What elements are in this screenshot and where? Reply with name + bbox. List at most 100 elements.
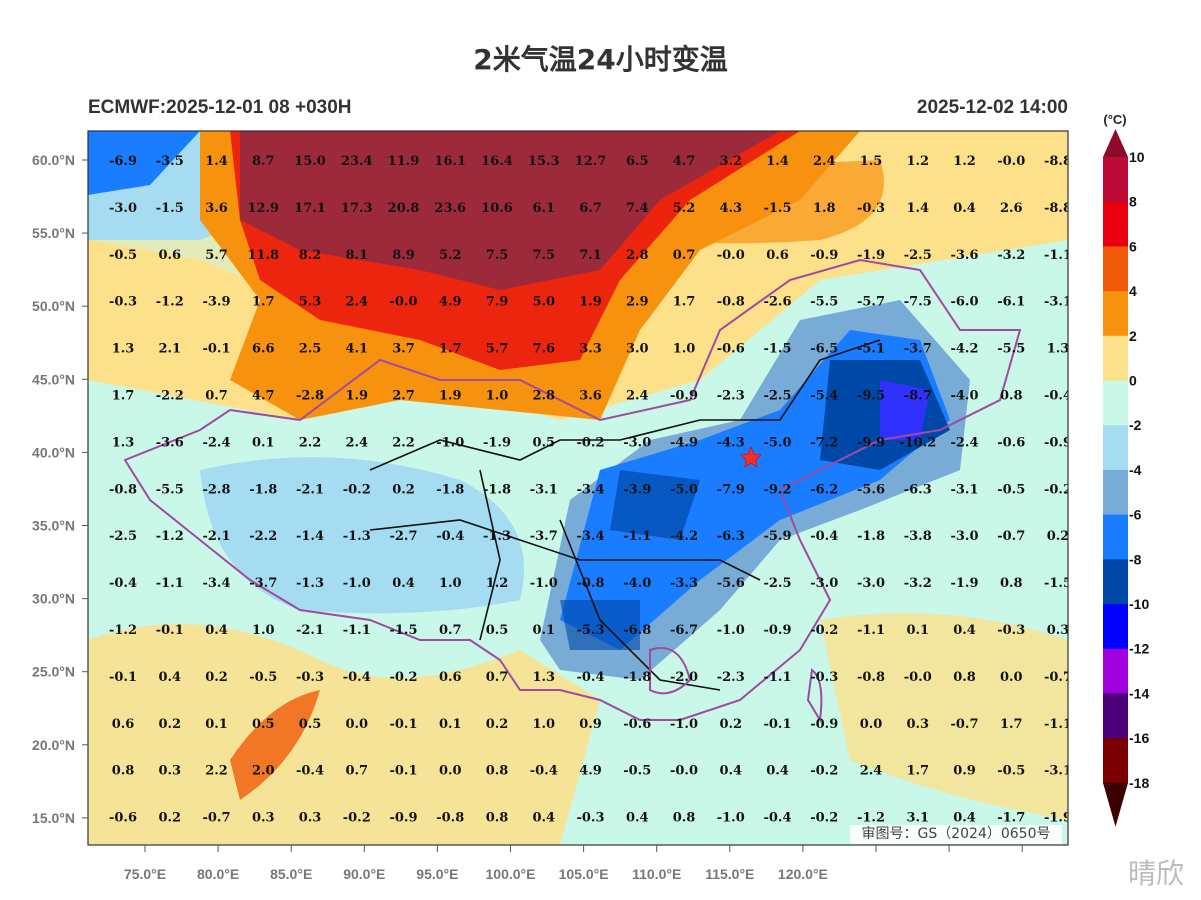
grid-value: -5.9 bbox=[763, 529, 791, 544]
grid-value: 1.7 bbox=[906, 764, 929, 779]
lon-tick-label: 75.0°E bbox=[124, 866, 166, 882]
grid-value: -9.9 bbox=[857, 435, 885, 450]
grid-value: -0.2 bbox=[810, 623, 838, 638]
grid-value: -0.9 bbox=[1044, 435, 1072, 450]
grid-value: -0.2 bbox=[576, 435, 604, 450]
grid-value: -1.8 bbox=[436, 482, 464, 497]
grid-value: 3.6 bbox=[205, 201, 228, 216]
grid-value: -1.9 bbox=[950, 576, 978, 591]
grid-value: -2.3 bbox=[717, 389, 745, 404]
grid-value: -1.8 bbox=[623, 670, 651, 685]
grid-value: 1.0 bbox=[486, 389, 509, 404]
grid-value: -1.8 bbox=[857, 529, 885, 544]
grid-value: -0.2 bbox=[389, 670, 417, 685]
grid-value: 17.1 bbox=[294, 201, 326, 216]
grid-value: 15.3 bbox=[528, 154, 560, 169]
grid-value: -0.0 bbox=[670, 764, 698, 779]
grid-value: -1.1 bbox=[156, 576, 184, 591]
colorbar: (°C) 10 8 6 4 2 0 -2 -4 -6 -8 -10 -12 -14 -16 -18 bbox=[1103, 112, 1149, 827]
grid-value: -0.9 bbox=[670, 389, 698, 404]
colorbar-segment bbox=[1103, 246, 1128, 292]
grid-value: -3.4 bbox=[576, 529, 604, 544]
grid-value: -0.4 bbox=[810, 529, 838, 544]
grid-value: -6.2 bbox=[810, 482, 838, 497]
grid-value: -3.5 bbox=[156, 154, 184, 169]
grid-value: -1.4 bbox=[296, 529, 324, 544]
grid-value: 2.4 bbox=[626, 389, 649, 404]
grid-value: -3.3 bbox=[670, 576, 698, 591]
grid-value: -3.2 bbox=[904, 576, 932, 591]
grid-value: 1.0 bbox=[532, 717, 555, 732]
grid-value: -2.2 bbox=[249, 529, 277, 544]
grid-value: 0.2 bbox=[392, 482, 415, 497]
grid-value: -5.5 bbox=[810, 295, 838, 310]
grid-value: -1.5 bbox=[763, 201, 791, 216]
grid-value: -3.4 bbox=[202, 576, 230, 591]
grid-value: -0.1 bbox=[156, 623, 184, 638]
grid-value: -5.6 bbox=[717, 576, 745, 591]
grid-value: -0.0 bbox=[389, 295, 417, 310]
grid-value: 8.9 bbox=[392, 248, 415, 263]
grid-value: 2.2 bbox=[299, 435, 322, 450]
grid-value: -3.9 bbox=[202, 295, 230, 310]
grid-value: 5.0 bbox=[532, 295, 555, 310]
grid-value: 0.8 bbox=[1000, 389, 1023, 404]
grid-value: -6.3 bbox=[717, 529, 745, 544]
grid-value: 1.3 bbox=[532, 670, 555, 685]
colorbar-level-label: -6 bbox=[1129, 507, 1142, 523]
grid-value: 1.3 bbox=[112, 435, 135, 450]
grid-value: -0.4 bbox=[343, 670, 371, 685]
grid-value: -0.6 bbox=[997, 435, 1025, 450]
colorbar-level-label: 8 bbox=[1129, 194, 1137, 210]
grid-value: -1.8 bbox=[249, 482, 277, 497]
grid-value: 0.7 bbox=[345, 764, 368, 779]
lon-tick-label: 85.0°E bbox=[270, 866, 312, 882]
grid-value: 10.6 bbox=[481, 201, 513, 216]
grid-value: -4.0 bbox=[950, 389, 978, 404]
grid-value: 0.4 bbox=[205, 623, 228, 638]
grid-value: 2.9 bbox=[626, 295, 649, 310]
grid-value: 4.1 bbox=[345, 342, 368, 357]
grid-value: -0.4 bbox=[436, 529, 464, 544]
grid-value: -7.2 bbox=[810, 435, 838, 450]
grid-value: 6.6 bbox=[252, 342, 275, 357]
grid-value: -0.1 bbox=[763, 717, 791, 732]
grid-value: -8.7 bbox=[904, 389, 932, 404]
grid-value: -0.7 bbox=[202, 811, 230, 826]
grid-value: -2.5 bbox=[763, 389, 791, 404]
colorbar-level-label: 6 bbox=[1129, 238, 1137, 254]
grid-value: 3.6 bbox=[579, 389, 602, 404]
grid-value: 6.5 bbox=[626, 154, 649, 169]
grid-value: -0.2 bbox=[810, 764, 838, 779]
grid-value: 3.2 bbox=[719, 154, 742, 169]
grid-value: -3.7 bbox=[904, 342, 932, 357]
grid-value: -0.9 bbox=[763, 623, 791, 638]
colorbar-segment bbox=[1103, 693, 1128, 739]
grid-value: 2.7 bbox=[392, 389, 415, 404]
grid-value: -3.6 bbox=[156, 435, 184, 450]
grid-value: 0.3 bbox=[252, 811, 275, 826]
grid-value: 1.7 bbox=[112, 389, 135, 404]
grid-value: 0.0 bbox=[1000, 670, 1023, 685]
grid-value: 11.8 bbox=[247, 248, 279, 263]
grid-value: -0.0 bbox=[997, 154, 1025, 169]
grid-value: -1.5 bbox=[156, 201, 184, 216]
grid-value: -1.9 bbox=[1044, 811, 1072, 826]
lon-tick-label: 80.0°E bbox=[197, 866, 239, 882]
colorbar-segment bbox=[1103, 201, 1128, 247]
grid-value: 7.9 bbox=[486, 295, 509, 310]
grid-value: -2.5 bbox=[763, 576, 791, 591]
grid-value: 7.4 bbox=[626, 201, 649, 216]
grid-value: 5.7 bbox=[486, 342, 509, 357]
grid-value: -1.2 bbox=[109, 623, 137, 638]
grid-value: -0.6 bbox=[623, 717, 651, 732]
grid-value: -3.6 bbox=[950, 248, 978, 263]
grid-value: -4.2 bbox=[950, 342, 978, 357]
grid-value: -4.3 bbox=[717, 435, 745, 450]
grid-value: -0.0 bbox=[717, 248, 745, 263]
lon-tick-label: 95.0°E bbox=[416, 866, 458, 882]
colorbar-level-label: 0 bbox=[1129, 373, 1137, 389]
grid-value: -3.4 bbox=[576, 482, 604, 497]
colorbar-level-label: -12 bbox=[1129, 641, 1149, 657]
